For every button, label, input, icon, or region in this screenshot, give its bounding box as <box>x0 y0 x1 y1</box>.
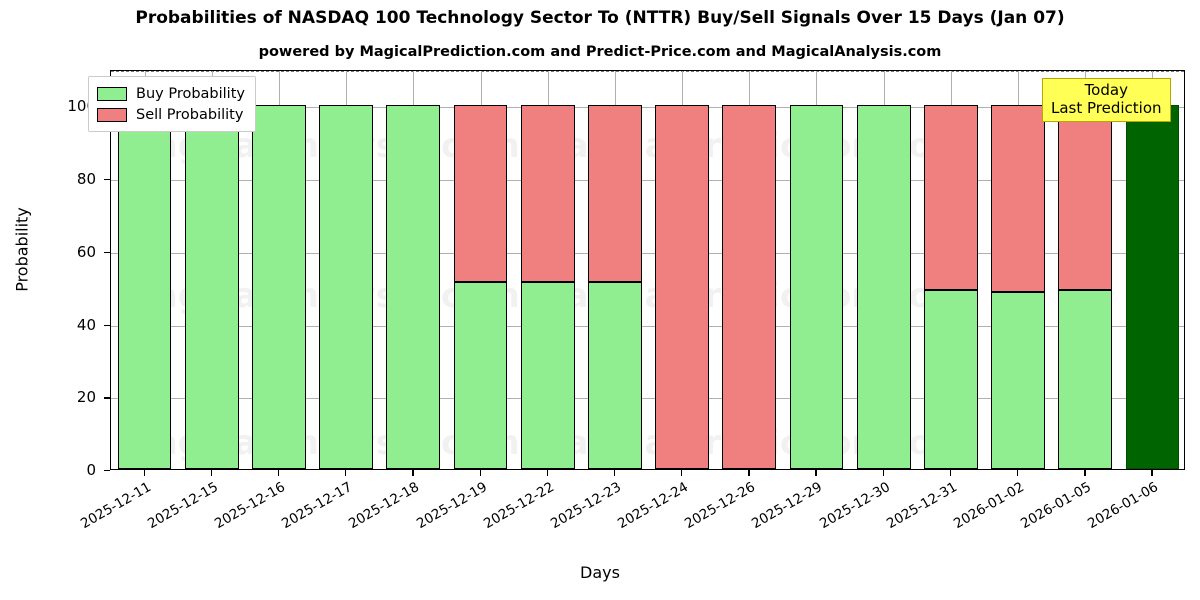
legend-item-buy: Buy Probability <box>97 83 245 104</box>
bar-segment-buy[interactable] <box>252 105 306 469</box>
bar-2026-01-06[interactable] <box>1125 71 1180 469</box>
bar-segment-buy[interactable] <box>1058 289 1113 469</box>
legend-label-sell: Sell Probability <box>136 106 244 123</box>
x-axis-tick <box>613 470 616 476</box>
y-gridline <box>111 180 1184 182</box>
bar-segment-sell[interactable] <box>655 105 709 469</box>
y-axis-tick <box>104 251 110 254</box>
y-axis-label: 20 <box>76 388 96 407</box>
x-axis-tick <box>143 470 145 476</box>
bar-segment-buy[interactable] <box>588 281 642 469</box>
bar-2025-12-23[interactable] <box>588 71 642 469</box>
chart-title: Probabilities of NASDAQ 100 Technology S… <box>135 8 1065 28</box>
bar-segment-buy[interactable] <box>789 105 844 469</box>
x-axis-tick <box>1084 470 1086 476</box>
x-axis-tick <box>546 470 549 476</box>
y-axis-label: 80 <box>76 170 96 189</box>
bar-2025-12-15[interactable] <box>184 71 239 469</box>
bar-2025-12-24[interactable] <box>655 71 709 469</box>
x-axis-tick <box>815 470 817 476</box>
y-axis-label: 60 <box>76 242 96 261</box>
bar-segment-buy[interactable] <box>386 105 441 469</box>
bar-segment-sell[interactable] <box>453 105 508 282</box>
chart-legend: Buy Probability Sell Probability <box>88 76 256 132</box>
chart-subtitle: powered by MagicalPrediction.com and Pre… <box>258 44 942 60</box>
x-axis-tick <box>479 470 481 476</box>
y-gridline <box>111 398 1184 400</box>
bar-segment-today[interactable] <box>1125 105 1180 469</box>
bar-segment-buy[interactable] <box>453 281 508 469</box>
today-callout-line1: Today <box>1084 81 1128 99</box>
y-axis-label: 0 <box>86 461 96 479</box>
x-axis-tick <box>1151 470 1153 476</box>
legend-swatch-sell-icon <box>97 107 127 122</box>
x-axis-tick <box>345 470 347 476</box>
bar-2025-12-31[interactable] <box>923 71 978 469</box>
bar-segment-buy[interactable] <box>184 105 239 469</box>
bar-2025-12-17[interactable] <box>319 71 374 469</box>
legend-swatch-buy-icon <box>97 86 127 101</box>
bar-2025-12-18[interactable] <box>386 71 441 469</box>
threshold-dashed-line <box>111 71 1184 72</box>
x-axis-tick <box>681 470 683 476</box>
bar-segment-buy[interactable] <box>520 281 575 469</box>
y-axis-label: 40 <box>76 315 96 334</box>
bar-segment-buy[interactable] <box>856 105 911 469</box>
bar-2025-12-22[interactable] <box>520 71 575 469</box>
y-gridline <box>111 325 1184 327</box>
bar-2025-12-11[interactable] <box>117 71 172 469</box>
bar-2025-12-26[interactable] <box>722 71 777 469</box>
bar-segment-sell[interactable] <box>722 105 777 469</box>
y-axis-tick <box>104 324 110 326</box>
bar-segment-sell[interactable] <box>1058 105 1113 290</box>
bar-segment-sell[interactable] <box>991 105 1045 293</box>
today-callout: Today Last Prediction <box>1042 78 1171 123</box>
bar-segment-buy[interactable] <box>117 105 172 469</box>
bar-segment-sell[interactable] <box>923 105 978 290</box>
bar-segment-sell[interactable] <box>520 105 575 282</box>
bar-segment-buy[interactable] <box>319 105 374 469</box>
legend-item-sell: Sell Probability <box>97 104 245 125</box>
bar-2026-01-05[interactable] <box>1058 71 1113 469</box>
x-axis-tick <box>949 470 952 476</box>
bar-segment-sell[interactable] <box>588 105 642 282</box>
x-axis-tick <box>210 470 213 476</box>
bar-segment-buy[interactable] <box>991 292 1045 469</box>
today-callout-line2: Last Prediction <box>1051 98 1162 117</box>
y-axis-tick <box>104 470 110 472</box>
x-axis-tick <box>277 470 280 476</box>
x-axis-tick <box>412 470 414 476</box>
bar-2025-12-29[interactable] <box>789 71 844 469</box>
x-axis-tick <box>748 470 750 476</box>
y-axis-tick <box>104 179 110 181</box>
y-axis-tick <box>104 397 110 399</box>
bar-segment-buy[interactable] <box>923 289 978 469</box>
plot-area: MagicalAnalysis.com MagicalPrediction.co… <box>110 70 1185 470</box>
bar-2025-12-30[interactable] <box>856 71 911 469</box>
y-axis-title: Probability <box>12 207 32 292</box>
y-gridline <box>111 107 1184 109</box>
x-axis-tick <box>1017 470 1019 476</box>
bar-2025-12-19[interactable] <box>453 71 508 469</box>
x-axis-title: Days <box>580 563 620 582</box>
x-axis-tick <box>882 470 884 476</box>
legend-label-buy: Buy Probability <box>136 85 245 102</box>
bar-2026-01-02[interactable] <box>991 71 1045 469</box>
bar-2025-12-16[interactable] <box>252 71 306 469</box>
y-gridline <box>111 252 1184 254</box>
